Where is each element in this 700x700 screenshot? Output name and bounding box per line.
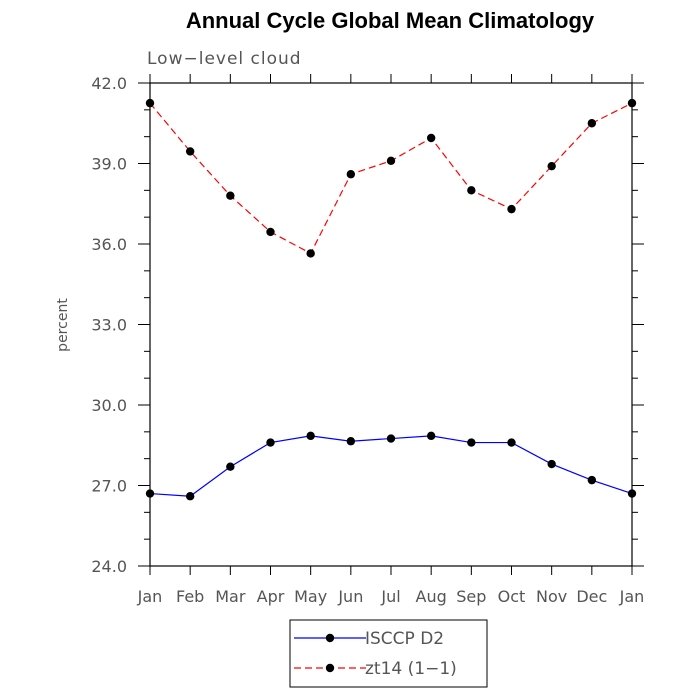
data-point [306, 431, 315, 441]
x-axis: Jan Feb Mar Apr May Jun Jul Aug Sep Oct Nov Dec Jan [137, 74, 645, 606]
series-0 [145, 431, 637, 501]
data-point [426, 431, 436, 441]
data-point [185, 147, 195, 156]
data-point [266, 227, 275, 237]
y-tick-label: 42.0 [91, 74, 127, 93]
x-tick-label: Jul [380, 587, 400, 606]
data-point [547, 459, 556, 469]
x-tick-label: Apr [257, 587, 285, 606]
data-point [346, 170, 356, 179]
x-tick-label: Dec [576, 587, 607, 606]
series-1 [145, 98, 637, 258]
data-point [547, 161, 556, 171]
data-point [266, 438, 275, 447]
x-tick-label: Feb [176, 587, 204, 606]
data-point [386, 156, 396, 166]
legend: ISCCP D2 zt14 (1−1) [289, 619, 488, 688]
plot-border [149, 82, 633, 567]
y-tick-label: 27.0 [91, 477, 127, 496]
series-line [149, 435, 633, 497]
legend-entry: ISCCP D2 [294, 629, 444, 649]
data-point [467, 186, 476, 195]
data-point [627, 98, 637, 108]
data-point [386, 434, 396, 443]
data-point [507, 438, 516, 447]
data-point [587, 475, 597, 485]
legend-label: zt14 (1−1) [365, 659, 457, 679]
x-tick-label: Jan [619, 587, 645, 606]
plot-frame [149, 82, 633, 567]
y-tick-label: 39.0 [91, 155, 127, 174]
x-tick-label: Mar [215, 587, 246, 606]
legend-box [289, 619, 488, 688]
y-axis: 24.0 27.0 30.0 33.0 36.0 39.0 42.0 [91, 74, 644, 576]
data-point [306, 249, 315, 258]
data-point [507, 204, 516, 214]
data-point [627, 489, 637, 498]
data-point [346, 437, 356, 446]
data-point [226, 462, 235, 471]
y-tick-label: 33.0 [91, 316, 127, 335]
data-point [145, 489, 155, 498]
series-layer [145, 98, 637, 501]
legend-marker [325, 633, 335, 643]
data-point [185, 492, 195, 501]
x-tick-label: Sep [456, 587, 486, 606]
data-point [145, 98, 155, 108]
x-tick-label: Nov [536, 587, 567, 606]
legend-entry: zt14 (1−1) [294, 659, 457, 679]
x-tick-label: Jun [337, 587, 363, 606]
y-tick-label: 36.0 [91, 235, 127, 254]
y-tick-label: 30.0 [91, 396, 127, 415]
series-line [149, 102, 633, 255]
legend-marker [325, 663, 335, 673]
chart-title: Annual Cycle Global Mean Climatology [185, 8, 595, 33]
data-point [467, 438, 476, 447]
x-tick-label: May [294, 587, 327, 606]
data-point [426, 133, 436, 143]
data-point [587, 119, 597, 128]
x-tick-label: Aug [416, 587, 447, 606]
legend-label: ISCCP D2 [365, 629, 444, 649]
y-axis-label: percent [55, 298, 71, 352]
y-tick-label: 24.0 [91, 557, 127, 576]
data-point [226, 191, 235, 200]
chart-subtitle: Low−level cloud [147, 49, 302, 69]
x-tick-label: Jan [137, 587, 163, 606]
x-tick-label: Oct [498, 587, 526, 606]
